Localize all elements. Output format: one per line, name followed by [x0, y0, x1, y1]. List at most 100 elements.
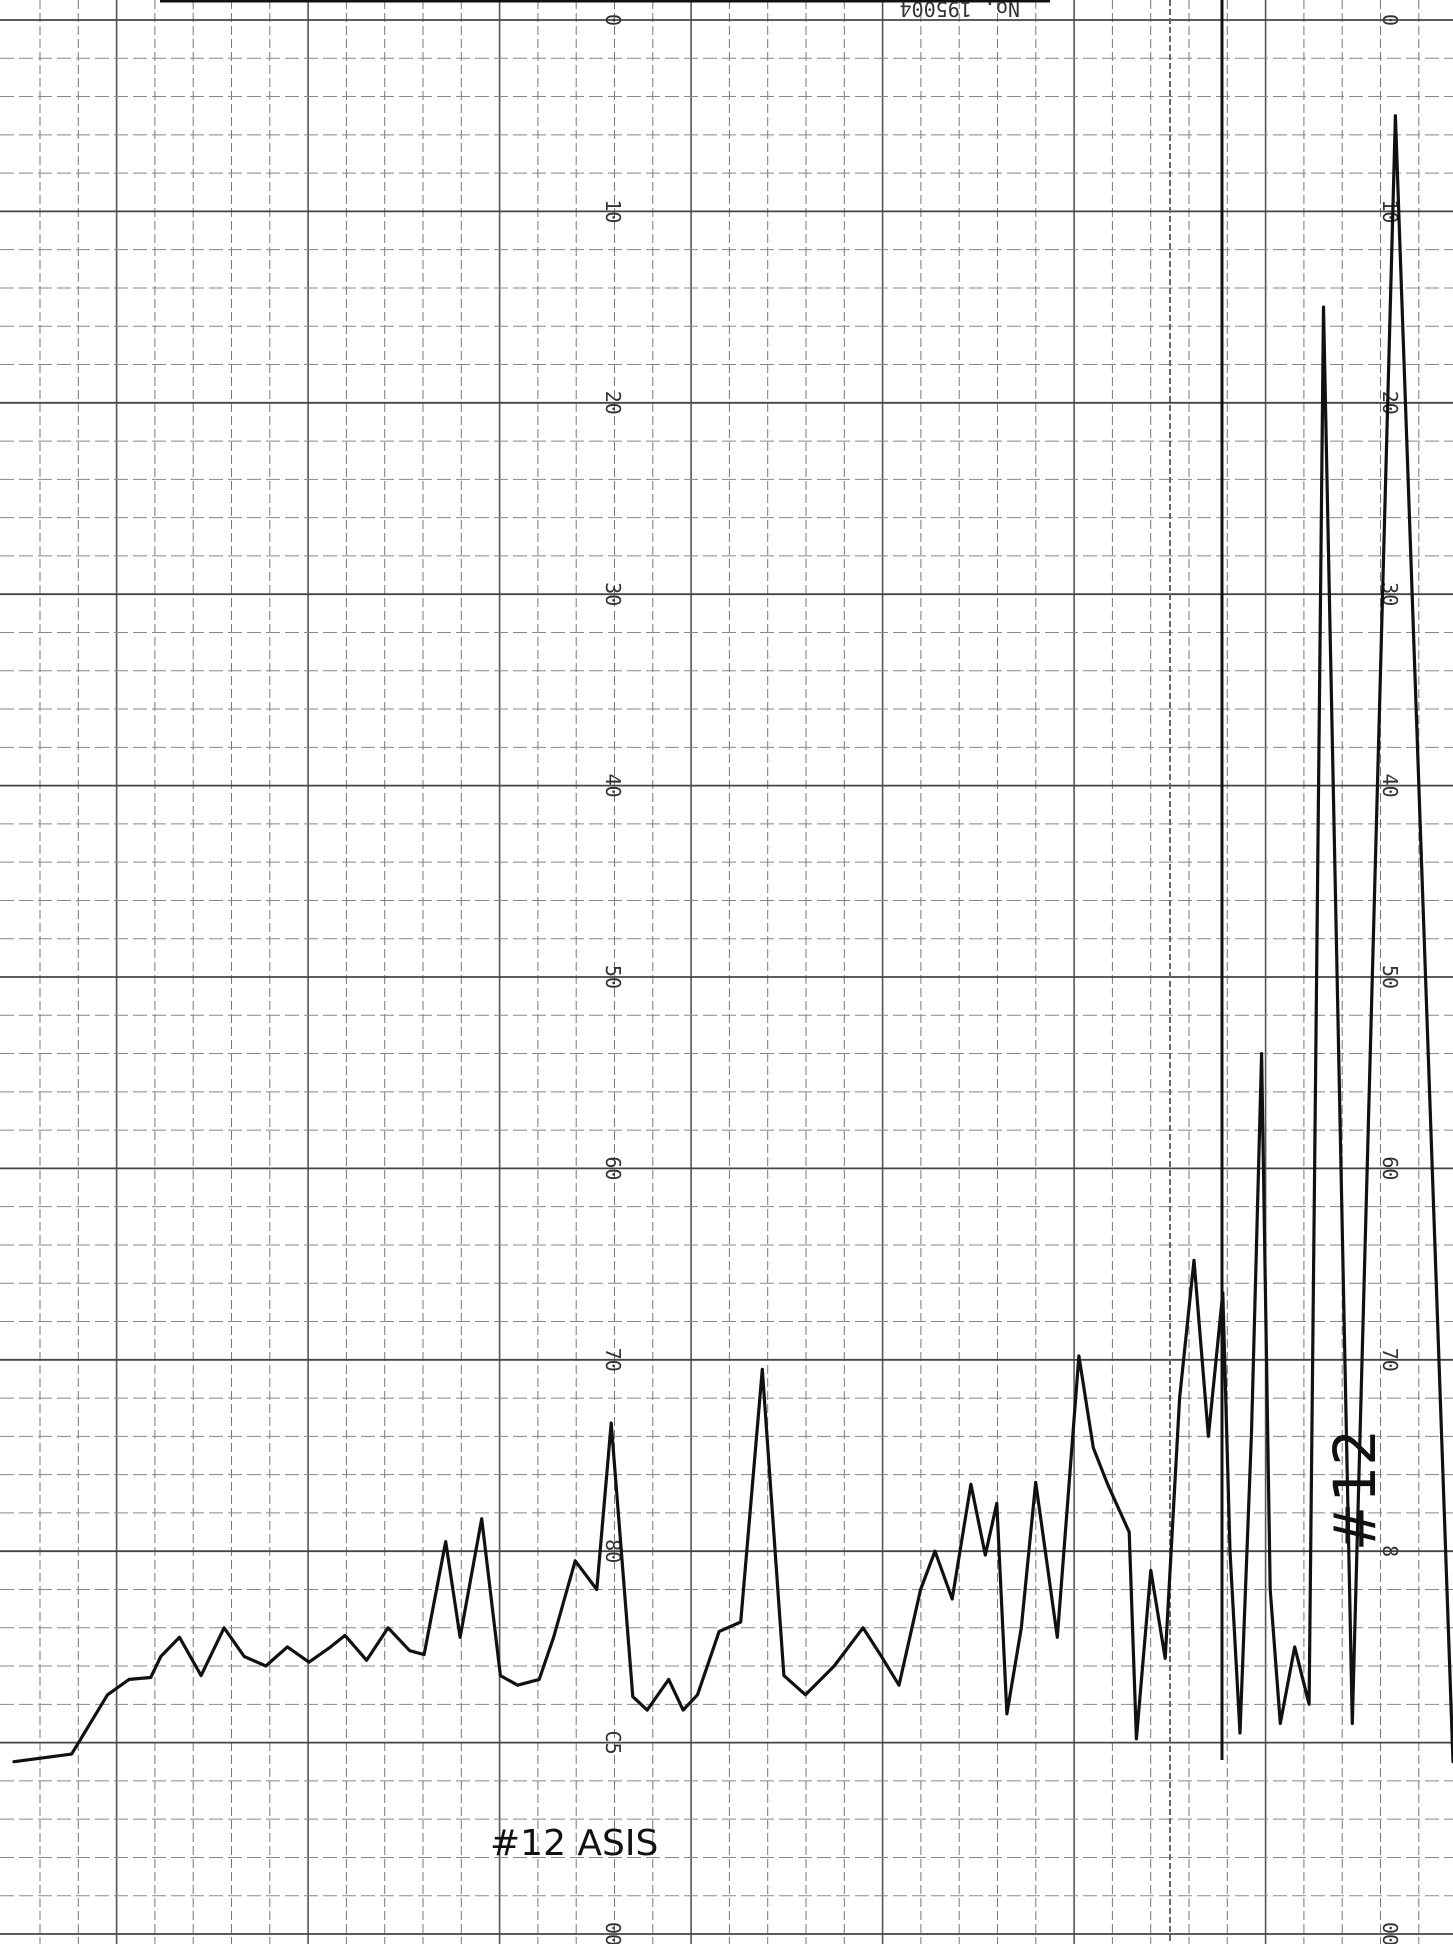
y-tick-label: 60: [601, 1156, 625, 1180]
series-point: [106, 1693, 109, 1697]
series-point: [933, 1550, 937, 1553]
series-point: [222, 1626, 226, 1630]
series-point: [1307, 1703, 1311, 1706]
series-point: [199, 1674, 203, 1677]
series-point: [1020, 1626, 1023, 1630]
series-point: [1164, 1657, 1167, 1660]
series-point: [70, 1752, 73, 1756]
series-point: [681, 1708, 685, 1712]
series-point: [1269, 1588, 1272, 1591]
series-point: [1221, 1291, 1225, 1295]
y-tick-label: 00: [1378, 1922, 1402, 1944]
series-point: [1279, 1722, 1282, 1725]
series-point: [149, 1676, 152, 1679]
series-point: [717, 1630, 721, 1633]
chart-number-label: No. 195004: [900, 0, 1020, 21]
series-point: [1322, 305, 1325, 309]
series-point: [159, 1655, 162, 1658]
series-point: [329, 1645, 332, 1649]
series-point: [1250, 1431, 1253, 1434]
annotation-12-side: #12: [1321, 1429, 1389, 1551]
series-point: [995, 1502, 998, 1505]
series-point: [1192, 1259, 1196, 1262]
series-point: [861, 1626, 865, 1630]
series-point: [782, 1674, 786, 1677]
series-point: [919, 1588, 922, 1591]
series-point: [422, 1653, 426, 1656]
series-point: [1351, 1722, 1354, 1725]
series-point: [761, 1368, 764, 1371]
series-point: [499, 1674, 502, 1677]
y-tick-label: 10: [601, 199, 625, 223]
series-point: [804, 1693, 807, 1697]
y-tick-label: 0: [1378, 14, 1402, 26]
y-tick-label: 40: [1378, 774, 1402, 798]
handwritten-annotations: #12 ASIS #12: [490, 1429, 1389, 1864]
series-point: [552, 1636, 555, 1639]
series-point: [969, 1483, 973, 1486]
series-point: [444, 1540, 447, 1543]
y-tick-label: 60: [1378, 1156, 1402, 1180]
series-point: [595, 1588, 598, 1591]
series-point: [12, 1760, 16, 1763]
chart-axes: [160, 0, 1224, 1944]
series-point: [1207, 1435, 1210, 1438]
series-point: [897, 1684, 901, 1687]
series-point: [696, 1693, 699, 1697]
y-tick-label: 50: [1378, 965, 1402, 989]
series-point: [458, 1636, 462, 1639]
series-point: [286, 1645, 289, 1649]
series-point: [1178, 1396, 1181, 1400]
y-tick-label: 50: [601, 965, 625, 989]
series-point: [833, 1664, 836, 1668]
series-point: [739, 1620, 742, 1624]
series-point: [1238, 1731, 1242, 1735]
annotation-12-asis: #12 ASIS: [490, 1823, 658, 1864]
series-point: [667, 1678, 670, 1681]
series-point: [1293, 1645, 1296, 1649]
y-tick-label: C5: [601, 1731, 625, 1755]
series-point: [1005, 1712, 1009, 1716]
series-point: [1135, 1737, 1138, 1741]
series-point: [408, 1649, 411, 1652]
series-point: [264, 1664, 267, 1668]
series-point: [1228, 1550, 1232, 1553]
series-point: [646, 1708, 649, 1712]
series-point: [1106, 1483, 1109, 1486]
series-point: [1128, 1530, 1131, 1534]
series-point: [1092, 1446, 1095, 1450]
chart-series: [12, 114, 1453, 1764]
series-point: [951, 1597, 954, 1601]
series-point: [307, 1661, 311, 1664]
series-point: [178, 1636, 181, 1639]
y-tick-label: 8: [1378, 1545, 1402, 1557]
series-point: [1149, 1569, 1153, 1572]
y-tick-label: 20: [601, 391, 625, 415]
series-point: [610, 1421, 613, 1425]
series-point: [631, 1695, 634, 1698]
series-point: [984, 1553, 987, 1557]
series-point: [1034, 1481, 1037, 1484]
series-point: [574, 1559, 577, 1563]
series-point: [1077, 1354, 1081, 1358]
y-tick-label: 30: [601, 582, 625, 606]
series-point: [365, 1659, 368, 1662]
series-point: [343, 1634, 347, 1637]
y-tick-label: 0: [601, 14, 625, 26]
series-point: [538, 1678, 541, 1681]
series-point: [516, 1684, 519, 1687]
series-point: [243, 1655, 246, 1658]
series-point: [127, 1678, 131, 1681]
series-point: [480, 1517, 483, 1520]
series-point: [1056, 1636, 1059, 1639]
y-tick-label: 70: [601, 1348, 625, 1372]
series-point: [1260, 1052, 1263, 1055]
y-tick-label: 40: [601, 774, 625, 798]
y-tick-label: 20: [1378, 391, 1402, 415]
series-line: [12, 114, 1453, 1764]
y-tick-label: 70: [1378, 1348, 1402, 1372]
series-point: [1394, 114, 1397, 117]
